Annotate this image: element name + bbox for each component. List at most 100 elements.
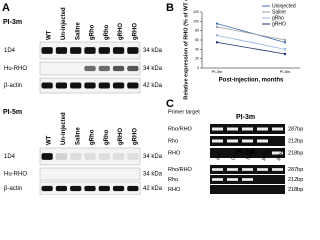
lane-label: Uninj. bbox=[230, 148, 242, 162]
band bbox=[242, 127, 253, 131]
series-line bbox=[216, 23, 286, 43]
band bbox=[98, 185, 110, 192]
legend-label: gRho bbox=[272, 15, 284, 21]
row-label: Rho bbox=[168, 177, 178, 183]
row-label: Rho/RHO bbox=[168, 167, 193, 173]
band bbox=[212, 178, 223, 181]
size-label: 42 kDa bbox=[143, 83, 163, 89]
band bbox=[84, 47, 96, 54]
band bbox=[127, 153, 139, 160]
band bbox=[212, 168, 223, 171]
band bbox=[84, 82, 96, 89]
point bbox=[215, 34, 219, 37]
band bbox=[55, 153, 68, 160]
y-tick-label: 120 bbox=[193, 10, 199, 14]
row-label: 1D4 bbox=[4, 154, 16, 160]
band bbox=[84, 65, 96, 72]
point bbox=[283, 52, 287, 56]
band bbox=[84, 153, 96, 160]
blot-strip bbox=[39, 147, 141, 166]
legend-label: Uninjected bbox=[272, 3, 296, 9]
size-label: 287bp bbox=[288, 167, 303, 173]
row-label: Rho bbox=[168, 138, 178, 144]
band bbox=[98, 82, 110, 89]
band bbox=[227, 178, 238, 181]
legend-label: gRHO bbox=[272, 21, 286, 27]
blot-title: PI-5m bbox=[3, 109, 22, 116]
row-label: RHO bbox=[168, 150, 181, 156]
lane-label: gRho bbox=[90, 24, 96, 40]
lane-label: gRho bbox=[104, 129, 110, 145]
y-tick-label: 80 bbox=[195, 29, 199, 33]
size-label: 34 kDa bbox=[143, 154, 163, 160]
y-tick-label: 20 bbox=[195, 57, 199, 61]
band bbox=[242, 178, 253, 181]
size-label: 34 kDa bbox=[143, 66, 163, 72]
gel-title: PI-5m bbox=[236, 149, 255, 156]
gel-strip bbox=[210, 185, 285, 194]
band bbox=[272, 168, 283, 171]
band bbox=[55, 47, 68, 54]
y-tick-label: 60 bbox=[195, 38, 199, 42]
band bbox=[127, 185, 139, 192]
band bbox=[242, 139, 253, 143]
band bbox=[41, 185, 53, 192]
band bbox=[112, 185, 125, 192]
band bbox=[227, 127, 238, 131]
x-tick-label: PI-3m bbox=[212, 69, 223, 74]
band bbox=[98, 65, 110, 72]
panel-label: C bbox=[166, 98, 174, 110]
band bbox=[127, 47, 139, 54]
lane-label: gRHO bbox=[118, 128, 124, 145]
gel-strip bbox=[210, 148, 285, 158]
band bbox=[242, 168, 253, 171]
lane-label: gRHO bbox=[118, 23, 124, 40]
lane-label: Un-injected bbox=[61, 112, 67, 145]
band bbox=[84, 185, 96, 192]
size-label: 212bp bbox=[288, 138, 303, 144]
point bbox=[215, 25, 219, 29]
row-label: Hu-RHO bbox=[4, 66, 27, 72]
legend-label: Saline bbox=[272, 9, 286, 15]
gel-title: PI-3m bbox=[236, 114, 255, 121]
point bbox=[283, 41, 287, 44]
row-label: β-actin bbox=[4, 83, 22, 89]
band bbox=[112, 82, 125, 89]
band bbox=[55, 185, 68, 192]
lane-label: gRho bbox=[90, 129, 96, 145]
row-label: RHO bbox=[168, 187, 181, 193]
size-label: 34 kDa bbox=[143, 172, 163, 178]
size-label: 218bp bbox=[288, 187, 303, 193]
band bbox=[127, 82, 139, 89]
band bbox=[227, 139, 238, 143]
x-tick-label: PI-5m bbox=[280, 69, 291, 74]
primer-header: Primer target bbox=[168, 109, 200, 115]
point bbox=[283, 38, 287, 42]
band bbox=[98, 153, 110, 160]
lane-label: WT bbox=[47, 30, 53, 40]
band bbox=[41, 82, 53, 89]
band bbox=[41, 153, 53, 160]
band bbox=[257, 139, 268, 143]
blot-title: PI-3m bbox=[3, 19, 22, 26]
band bbox=[70, 185, 82, 192]
size-label: 287bp bbox=[288, 126, 303, 132]
band bbox=[55, 82, 68, 89]
lane-label: Un-injected bbox=[61, 7, 67, 40]
band bbox=[70, 153, 82, 160]
lane-label: gRho bbox=[104, 24, 110, 40]
x-axis-title: Post-injection, months bbox=[219, 78, 284, 84]
y-tick-label: 40 bbox=[195, 47, 199, 51]
y-tick-label: 100 bbox=[193, 19, 199, 23]
row-label: 1D4 bbox=[4, 48, 16, 54]
series-line bbox=[216, 26, 286, 41]
band bbox=[272, 127, 283, 131]
point bbox=[215, 41, 219, 44]
panel-label: B bbox=[166, 2, 174, 14]
lane-label: WT bbox=[215, 152, 224, 162]
size-label: 218bp bbox=[288, 150, 303, 156]
band bbox=[212, 139, 223, 143]
band bbox=[70, 47, 82, 54]
band bbox=[98, 47, 110, 54]
band bbox=[112, 153, 125, 160]
